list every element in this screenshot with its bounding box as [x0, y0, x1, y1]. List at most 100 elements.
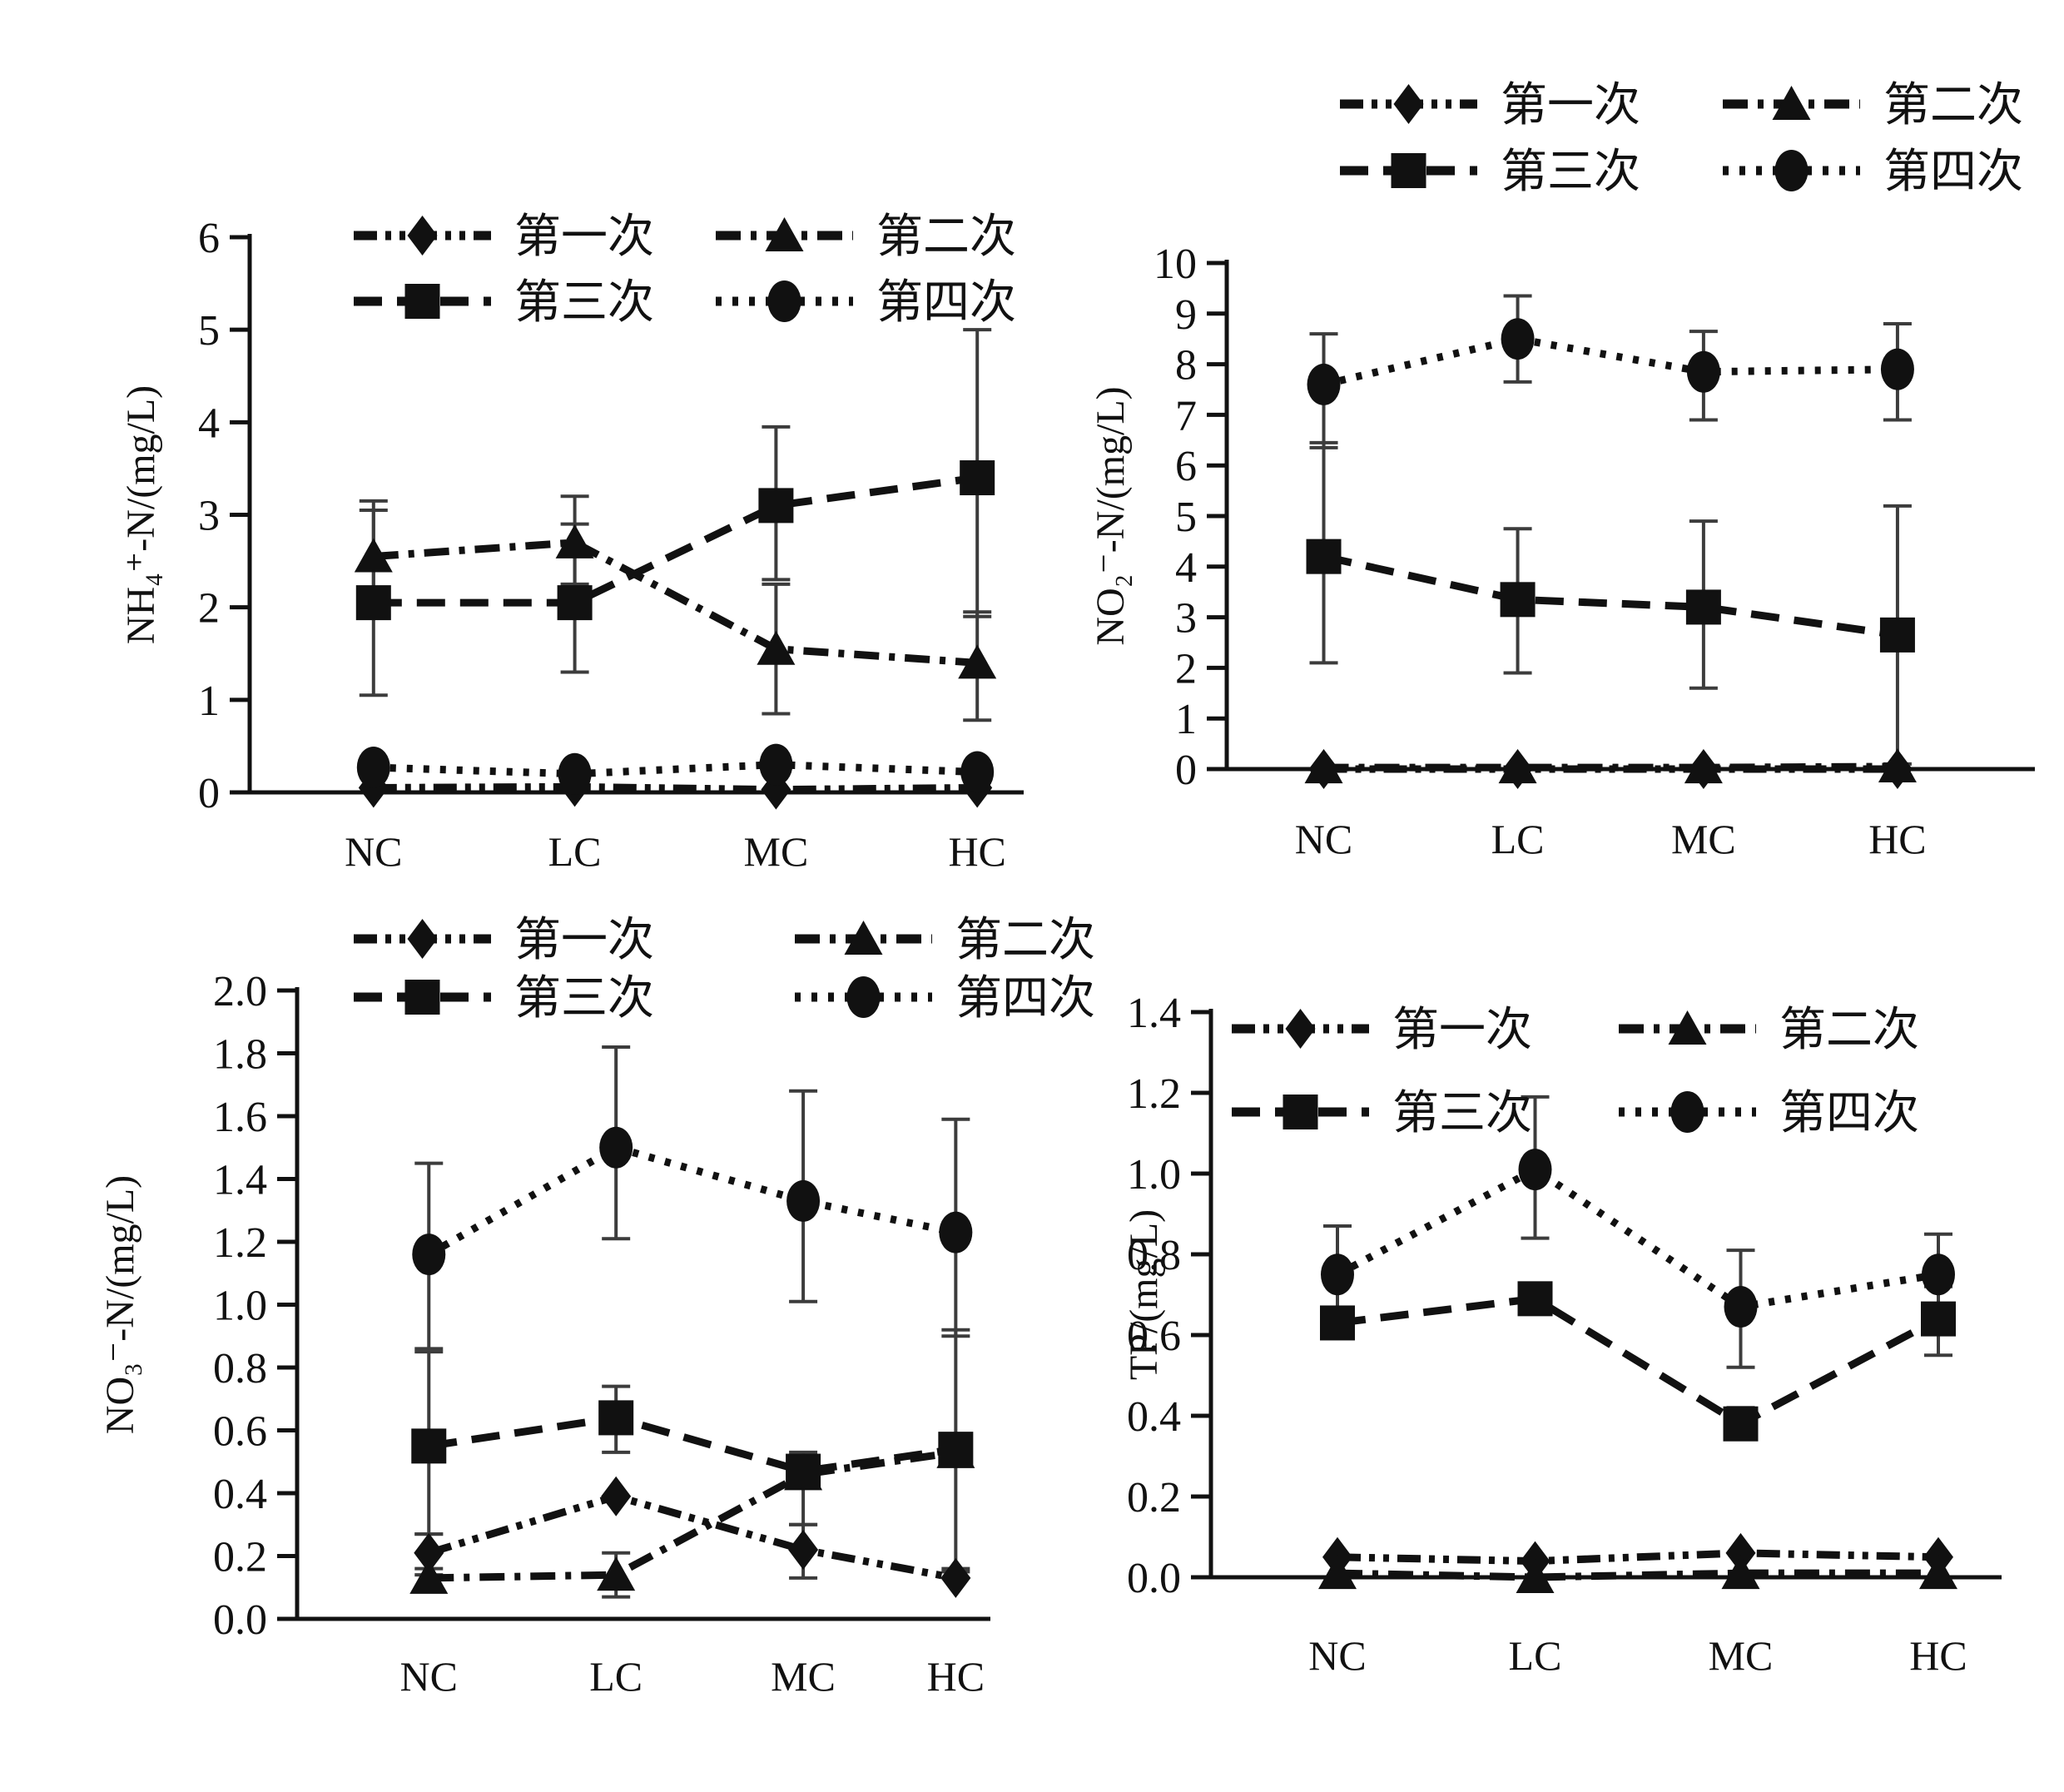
marker-square [786, 1453, 821, 1489]
marker-circle [1724, 1286, 1758, 1328]
x-category-label: MC [743, 828, 808, 875]
x-category-label: NC [1295, 816, 1352, 862]
marker-circle [599, 1126, 633, 1169]
y-tick-label: 0.8 [213, 1345, 267, 1392]
legend-label: 第一次 [1501, 80, 1640, 132]
series-line-4 [1322, 335, 1898, 389]
marker-circle [786, 1179, 821, 1222]
marker-diamond [414, 1532, 444, 1573]
y-tick-label: 5 [1175, 494, 1197, 541]
marker-square [758, 488, 794, 524]
marker-triangle [765, 217, 804, 251]
marker-triangle [555, 524, 594, 558]
marker-diamond [1393, 84, 1424, 124]
legend-label: 第四次 [876, 277, 1016, 329]
y-tick-label: 0.4 [213, 1471, 267, 1518]
error-bars [359, 328, 992, 722]
legend-item-4: 第四次 [795, 973, 1095, 1025]
y-tick-label: 0.0 [1127, 1555, 1181, 1602]
y-tick-label: 1.4 [213, 1157, 267, 1204]
marker-square [1283, 1095, 1318, 1129]
y-tick-label: 0 [1175, 747, 1197, 794]
marker-triangle [1721, 1555, 1760, 1590]
marker-circle [1518, 1149, 1552, 1191]
legend-label: 第四次 [1779, 1088, 1919, 1139]
marker-square [1306, 539, 1342, 574]
marker-square [404, 980, 440, 1015]
marker-diamond [407, 919, 438, 959]
series-line-1 [427, 1492, 957, 1582]
marker-square [938, 1432, 974, 1467]
y-tick-label: 1.0 [1127, 1151, 1181, 1199]
marker-triangle [844, 921, 883, 955]
marker-circle [1670, 1091, 1704, 1133]
y-tick-label: 3 [1175, 595, 1197, 643]
marker-triangle [597, 1556, 636, 1591]
y-axis-label: TP/(mg/L) [1122, 1209, 1166, 1380]
marker-square [411, 1428, 447, 1464]
marker-square [355, 585, 391, 621]
series-line-4 [1335, 1164, 1939, 1311]
x-category-label: HC [927, 1653, 985, 1700]
marker-square [1921, 1301, 1956, 1337]
legend-item-2: 第二次 [1723, 80, 2023, 132]
legend-item-3: 第三次 [354, 973, 654, 1025]
marker-triangle [958, 644, 997, 679]
x-category-label: NC [1308, 1632, 1366, 1679]
legend-item-4: 第四次 [716, 277, 1016, 329]
marker-square [960, 460, 995, 496]
marker-circle [960, 751, 995, 793]
legend-item-1: 第一次 [1340, 80, 1640, 132]
marker-diamond [940, 1557, 971, 1598]
legend-label: 第一次 [1392, 1005, 1532, 1056]
y-axis-label: NO₂⁻-N/(mg/L) [1089, 386, 1133, 645]
marker-circle [356, 746, 390, 788]
y-tick-label: 3 [198, 493, 220, 540]
marker-triangle [1684, 749, 1723, 784]
y-tick-label: 0.4 [1127, 1393, 1181, 1441]
legend-label: 第四次 [955, 973, 1095, 1025]
marker-circle [759, 743, 793, 786]
y-axis-label: NO₃⁻-N/(mg/L) [98, 1175, 142, 1434]
marker-circle [846, 976, 881, 1018]
y-tick-label: 1.2 [213, 1219, 267, 1267]
marker-diamond [601, 1476, 632, 1516]
marker-triangle [1498, 749, 1537, 784]
y-tick-label: 2 [198, 585, 220, 633]
marker-square [598, 1400, 634, 1436]
panel-nh4n-chart: 0 1 2 3 4 5 6 NH₄⁺-N/(mg/L) NC LC MC HC 第一次 第二次 第三次 第四次 [0, 0, 1032, 896]
marker-triangle [1516, 1559, 1555, 1593]
marker-triangle [1919, 1555, 1957, 1590]
x-category-label: LC [1509, 1632, 1562, 1679]
marker-triangle [1878, 747, 1917, 782]
legend-item-2: 第二次 [1619, 1005, 1919, 1056]
series-line-3 [373, 474, 978, 607]
x-category-label: HC [948, 828, 1005, 875]
chart-no3n: 0.0 0.2 0.4 0.6 0.8 1.0 1.2 1.4 1.6 1.8 2.0 NO₃⁻-N/… [98, 915, 1095, 1700]
marker-diamond [407, 216, 438, 256]
y-tick-label: 0.8 [1127, 1232, 1181, 1279]
marker-circle [1880, 348, 1914, 390]
axes [1224, 260, 2035, 772]
y-tick-label: 9 [1175, 291, 1197, 339]
legend-label: 第三次 [1392, 1088, 1532, 1139]
axes [295, 987, 990, 1621]
x-category-label: LC [548, 828, 602, 875]
series-line-4 [373, 761, 978, 778]
y-tick-label: 4 [1175, 544, 1197, 592]
y-tick-label: 1.4 [1127, 990, 1181, 1037]
series-line-3 [1322, 553, 1898, 639]
x-category-label: NC [345, 828, 402, 875]
y-tick-label: 8 [1175, 342, 1197, 390]
legend-label: 第二次 [876, 211, 1016, 263]
marker-triangle [1304, 749, 1343, 784]
marker-square [1500, 582, 1536, 618]
legend-label: 第二次 [1883, 80, 2023, 132]
marker-circle [1774, 150, 1808, 191]
legend-item-3: 第三次 [1232, 1088, 1532, 1139]
marker-diamond [788, 1529, 819, 1570]
y-tick-label: 0.2 [1127, 1474, 1181, 1521]
panel-no3n-chart: 0.0 0.2 0.4 0.6 0.8 1.0 1.2 1.4 1.6 1.8 2.0 NO₃⁻-N/… [0, 896, 1095, 1792]
